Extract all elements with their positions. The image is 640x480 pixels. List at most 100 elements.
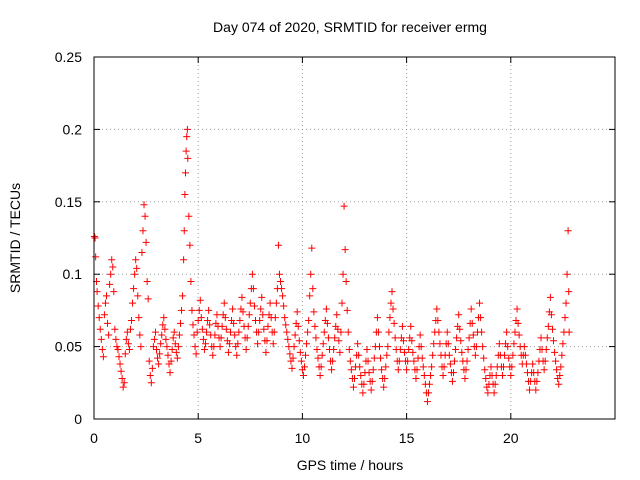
data-point [227, 328, 235, 336]
data-point [119, 383, 127, 391]
data-point [156, 350, 164, 358]
data-point [243, 334, 251, 342]
data-point [344, 328, 352, 336]
data-point [108, 256, 116, 264]
data-point [561, 314, 569, 322]
data-point [113, 343, 121, 351]
data-point [330, 345, 338, 353]
data-point [141, 212, 149, 220]
data-point [522, 360, 530, 368]
data-point [324, 334, 332, 342]
data-point [181, 191, 189, 199]
data-point [264, 322, 272, 330]
data-point [407, 322, 415, 330]
data-point [151, 328, 159, 336]
y-tick-label: 0 [74, 411, 82, 427]
data-point [533, 377, 541, 385]
data-point [299, 372, 307, 380]
data-point [481, 366, 489, 374]
data-point [410, 357, 418, 365]
data-point [109, 263, 117, 271]
data-point [453, 334, 461, 342]
data-point [507, 372, 515, 380]
y-tick-label: 0.05 [55, 339, 82, 355]
data-point [272, 299, 280, 307]
data-point [172, 348, 180, 356]
data-point [559, 340, 567, 348]
data-point [426, 380, 434, 388]
data-point [526, 386, 534, 394]
x-tick-label: 5 [194, 430, 202, 446]
data-point [544, 322, 552, 330]
data-point [134, 292, 142, 300]
data-point [262, 348, 270, 356]
data-point [258, 293, 266, 301]
data-point [174, 343, 182, 351]
data-point [508, 363, 516, 371]
data-point [404, 357, 412, 365]
data-point [162, 335, 170, 343]
data-point [92, 253, 100, 261]
data-point [196, 296, 204, 304]
data-point [250, 302, 258, 310]
data-point [435, 328, 443, 336]
data-point [521, 351, 529, 359]
data-point [316, 372, 324, 380]
data-point [394, 366, 402, 374]
data-point [385, 328, 393, 336]
data-point [306, 292, 314, 300]
data-point [145, 357, 153, 365]
data-point [260, 325, 268, 333]
data-point [279, 292, 287, 300]
data-point [342, 277, 350, 285]
data-point [209, 351, 217, 359]
data-point [456, 325, 464, 333]
data-point [238, 293, 246, 301]
data-point [464, 345, 472, 353]
data-point [389, 305, 397, 313]
data-point [263, 337, 271, 345]
data-point [386, 314, 394, 322]
data-point [553, 366, 561, 374]
data-point [510, 340, 518, 348]
data-point [480, 354, 488, 362]
data-point [550, 337, 558, 345]
data-point [514, 319, 522, 327]
data-point [413, 366, 421, 374]
data-point [333, 311, 341, 319]
data-point [563, 270, 571, 278]
data-point [96, 325, 104, 333]
data-point [170, 328, 178, 336]
data-point [199, 335, 207, 343]
data-point [443, 328, 451, 336]
data-point [546, 293, 554, 301]
data-point [282, 321, 290, 329]
data-point [368, 377, 376, 385]
data-point [257, 305, 265, 313]
data-point [347, 366, 355, 374]
data-point [349, 383, 357, 391]
data-point [97, 335, 105, 343]
data-point [552, 357, 560, 365]
data-point [302, 351, 310, 359]
data-point [284, 335, 292, 343]
data-point [201, 340, 209, 348]
data-point [501, 351, 509, 359]
data-point [236, 317, 244, 325]
data-point [335, 337, 343, 345]
data-point [246, 299, 254, 307]
data-point [278, 285, 286, 293]
data-point [148, 364, 156, 372]
data-point [468, 319, 476, 327]
data-point [328, 366, 336, 374]
data-point [329, 357, 337, 365]
data-point [418, 354, 426, 362]
data-point [168, 345, 176, 353]
data-point [300, 363, 308, 371]
data-point [534, 369, 542, 377]
data-point [245, 311, 253, 319]
data-point [221, 314, 229, 322]
data-point [121, 350, 129, 358]
data-point [150, 335, 158, 343]
data-point [129, 299, 137, 307]
